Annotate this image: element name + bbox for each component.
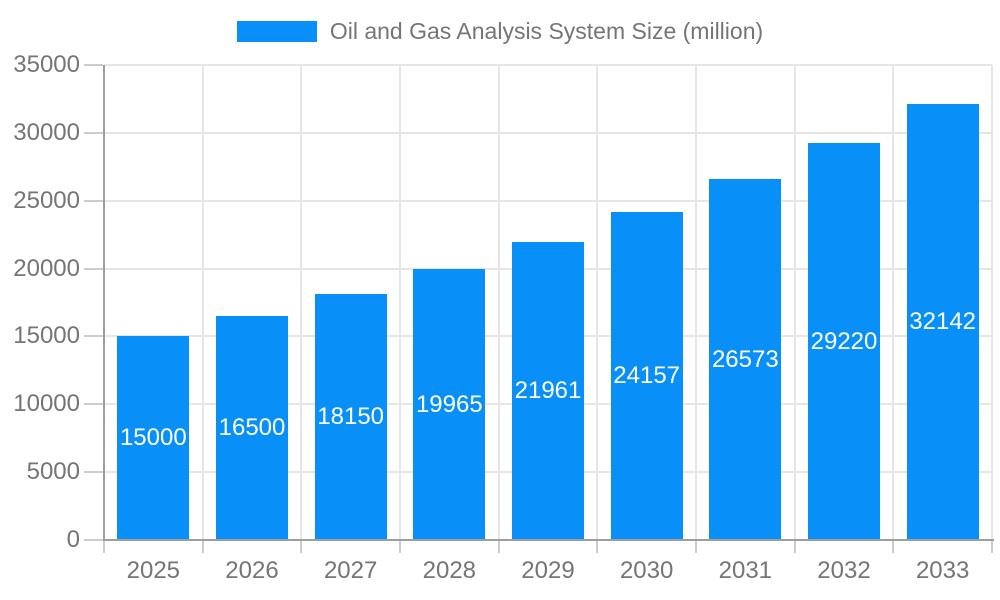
x-axis-label-2026: 2026 <box>225 557 279 584</box>
x-axis-label-2028: 2028 <box>422 557 477 584</box>
x-axis-label-2031: 2031 <box>718 557 773 584</box>
x-axis-line <box>104 539 994 541</box>
v-gridline-6 <box>695 65 697 540</box>
y-axis-label-35000: 35000 <box>13 51 80 78</box>
legend-swatch <box>236 21 317 42</box>
bar-value-label-2032: 29220 <box>810 327 878 355</box>
x-tick-5 <box>596 541 599 553</box>
x-tick-1 <box>201 541 204 553</box>
x-axis-label-2030: 2030 <box>619 557 674 584</box>
bar-value-label-2025: 15000 <box>119 424 187 452</box>
x-axis-label-2027: 2027 <box>323 557 378 584</box>
bar-2029[interactable]: 21961 <box>512 241 584 540</box>
y-axis-label-15000: 15000 <box>13 322 80 350</box>
y-axis-label-30000: 30000 <box>13 118 80 146</box>
y-axis-label-0: 0 <box>66 526 80 553</box>
v-gridline-9 <box>991 65 993 540</box>
bar-value-label-2031: 26573 <box>711 345 779 373</box>
v-gridline-4 <box>497 65 500 540</box>
bar-value-label-2030: 24157 <box>613 362 681 390</box>
bar-2030[interactable]: 24157 <box>610 212 683 540</box>
y-tick-15000 <box>84 335 103 338</box>
bar-value-label-2033: 32142 <box>909 307 977 335</box>
x-tick-7 <box>793 541 796 553</box>
x-axis-label-2029: 2029 <box>521 557 575 584</box>
v-gridline-3 <box>399 65 401 540</box>
y-tick-30000 <box>84 131 103 134</box>
bar-value-label-2026: 16500 <box>218 414 286 442</box>
x-tick-8 <box>892 541 895 553</box>
x-tick-6 <box>695 541 697 553</box>
x-tick-4 <box>497 541 500 553</box>
x-tick-0 <box>103 541 105 553</box>
v-gridline-7 <box>793 65 796 540</box>
bar-2032[interactable]: 29220 <box>808 143 880 540</box>
y-tick-5000 <box>84 471 103 474</box>
x-tick-3 <box>399 541 401 553</box>
x-tick-9 <box>991 541 993 553</box>
x-tick-2 <box>300 541 303 553</box>
y-tick-10000 <box>84 403 103 406</box>
bar-value-label-2029: 21961 <box>514 376 582 404</box>
y-tick-35000 <box>84 64 103 66</box>
bar-2028[interactable]: 19965 <box>413 269 486 540</box>
v-gridline-5 <box>596 65 599 540</box>
bar-2026[interactable]: 16500 <box>216 316 288 540</box>
y-axis-label-25000: 25000 <box>13 186 80 214</box>
bar-2025[interactable]: 15000 <box>117 336 190 540</box>
v-gridline-8 <box>892 65 895 540</box>
legend: Oil and Gas Analysis System Size (millio… <box>0 18 1000 45</box>
v-gridline-1 <box>201 65 204 540</box>
bar-2033[interactable]: 32142 <box>906 103 979 540</box>
y-tick-25000 <box>84 199 103 202</box>
bar-2031[interactable]: 26573 <box>709 179 782 540</box>
x-axis-label-2032: 2032 <box>817 557 871 584</box>
y-axis-label-5000: 5000 <box>26 458 80 486</box>
y-axis-label-10000: 10000 <box>13 390 80 418</box>
h-gridline-25000 <box>104 199 992 202</box>
x-axis-label-2025: 2025 <box>126 557 181 584</box>
y-axis-label-20000: 20000 <box>13 254 80 282</box>
v-gridline-2 <box>300 65 303 540</box>
x-axis-label-2033: 2033 <box>915 557 970 584</box>
bar-value-label-2027: 18150 <box>317 402 385 430</box>
y-axis-line <box>103 65 105 542</box>
y-tick-0 <box>84 539 103 541</box>
h-gridline-35000 <box>104 64 992 66</box>
bar-2027[interactable]: 18150 <box>314 293 387 540</box>
legend-label: Oil and Gas Analysis System Size (millio… <box>329 18 764 44</box>
h-gridline-30000 <box>104 131 992 134</box>
plot-area: 15000 16500 18150 19965 21961 24157 26573 29220… <box>104 64 993 540</box>
bar-value-label-2028: 19965 <box>415 390 483 418</box>
y-tick-20000 <box>84 267 103 270</box>
